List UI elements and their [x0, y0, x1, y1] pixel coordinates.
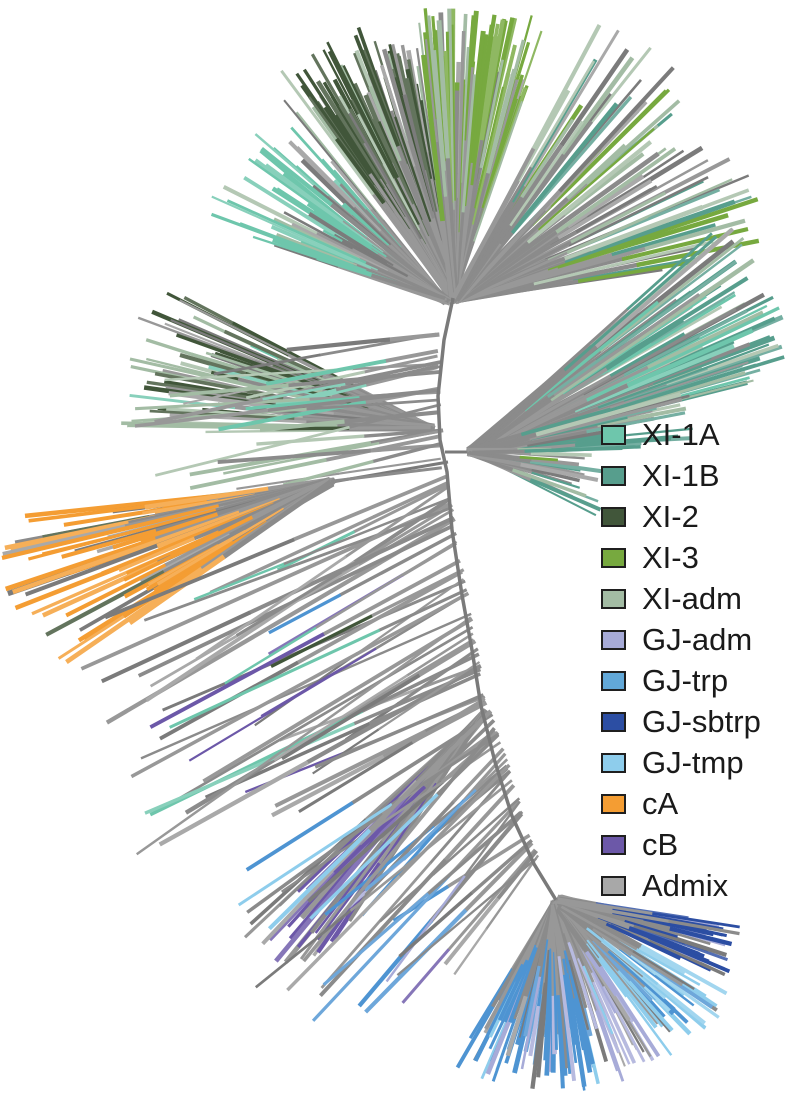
legend-swatch: [601, 875, 626, 896]
legend-swatch: [601, 588, 626, 609]
legend-label: XI-adm: [642, 581, 742, 616]
legend-swatch: [601, 711, 626, 732]
legend-item-gj-trp: GJ-trp: [601, 660, 761, 701]
legend-item-xi-1a: XI-1A: [601, 414, 761, 455]
legend-item-gj-sbtrp: GJ-sbtrp: [601, 701, 761, 742]
legend-label: cA: [642, 786, 679, 821]
legend-item-ca: cA: [601, 783, 761, 824]
tree-trunk: [436, 297, 558, 901]
legend-swatch: [601, 424, 626, 445]
legend-swatch: [601, 547, 626, 568]
legend-swatch: [601, 834, 626, 855]
legend-swatch: [601, 465, 626, 486]
legend-item-cb: cB: [601, 824, 761, 865]
legend-label: GJ-adm: [642, 622, 753, 657]
legend-item-xi-2: XI-2: [601, 496, 761, 537]
legend-item-admix: Admix: [601, 865, 761, 906]
legend-label: XI-1A: [642, 417, 720, 452]
legend-label: GJ-tmp: [642, 745, 744, 780]
legend-item-xi-1b: XI-1B: [601, 455, 761, 496]
legend-label: GJ-trp: [642, 663, 729, 698]
legend-swatch: [601, 670, 626, 691]
legend-item-xi-adm: XI-adm: [601, 578, 761, 619]
legend-item-gj-adm: GJ-adm: [601, 619, 761, 660]
legend-label: Admix: [642, 868, 729, 903]
legend-label: XI-2: [642, 499, 699, 534]
legend-item-xi-3: XI-3: [601, 537, 761, 578]
legend-label: XI-3: [642, 540, 699, 575]
legend-label: XI-1B: [642, 458, 720, 493]
legend: XI-1A XI-1B XI-2 XI-3 XI-adm GJ-adm GJ-t…: [601, 414, 761, 906]
legend-label: cB: [642, 827, 679, 862]
legend-swatch: [601, 629, 626, 650]
legend-item-gj-tmp: GJ-tmp: [601, 742, 761, 783]
legend-swatch: [601, 793, 626, 814]
legend-label: GJ-sbtrp: [642, 704, 761, 739]
legend-swatch: [601, 506, 626, 527]
legend-swatch: [601, 752, 626, 773]
